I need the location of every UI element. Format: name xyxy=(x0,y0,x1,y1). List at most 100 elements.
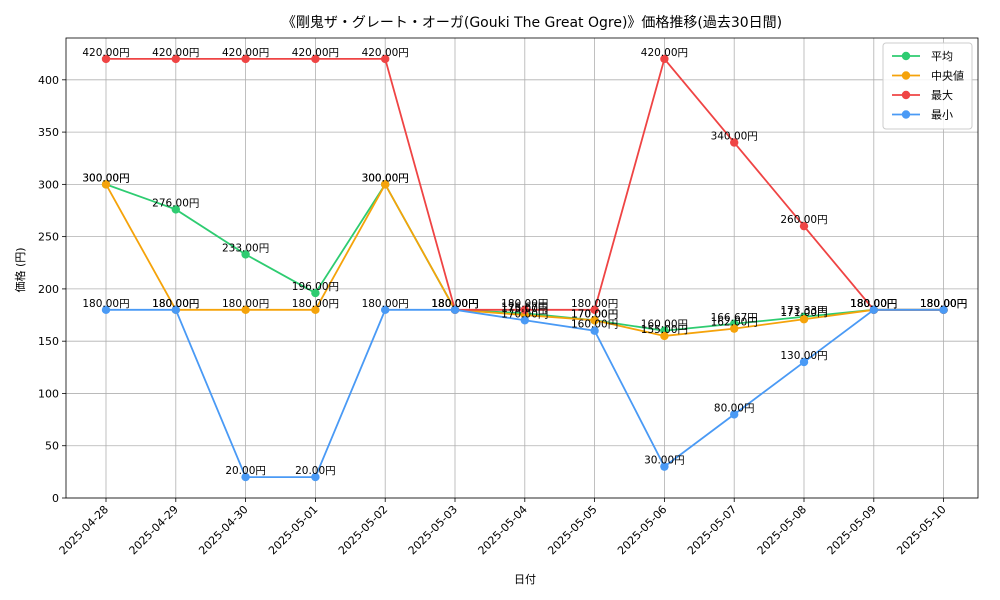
data-point xyxy=(590,326,599,335)
data-label: 180.00円 xyxy=(920,298,967,310)
data-label: 170.00円 xyxy=(571,308,618,320)
data-label: 162.00円 xyxy=(711,317,758,329)
data-label: 30.00円 xyxy=(644,455,685,467)
data-label: 180.00円 xyxy=(431,298,478,310)
data-label: 300.00円 xyxy=(82,172,129,184)
data-label: 420.00円 xyxy=(82,47,129,59)
data-label: 180.00円 xyxy=(222,298,269,310)
y-axis: 0 50 100 150 200 250 300 350 400 xyxy=(38,74,66,505)
y-tick-label: 200 xyxy=(38,283,59,296)
data-label: 130.00円 xyxy=(780,350,827,362)
grid xyxy=(66,38,978,499)
legend-item-2: 最大 xyxy=(892,88,953,102)
data-point xyxy=(799,357,809,367)
data-label: 166.67円 xyxy=(711,312,758,324)
data-label: 180.00円 xyxy=(152,298,199,310)
y-axis-label: 価格 (円) xyxy=(13,247,27,292)
legend-label: 最大 xyxy=(931,88,953,102)
legend-label: 中央値 xyxy=(931,70,964,83)
data-label: 180.00円 xyxy=(920,298,967,310)
data-label: 180.00円 xyxy=(850,298,897,310)
y-tick-label: 0 xyxy=(52,492,59,505)
legend-marker xyxy=(901,51,911,61)
y-tick-label: 350 xyxy=(38,126,59,139)
data-label: 420.00円 xyxy=(152,47,199,59)
data-label: 180.00円 xyxy=(362,298,409,310)
data-point xyxy=(660,54,669,64)
data-point xyxy=(241,472,250,482)
legend-label: 最小 xyxy=(931,109,953,122)
data-labels-2: 420.00円 420.00円 420.00円 420.00円 420.00円 180.0… xyxy=(82,47,967,310)
data-labels-3: 180.00円 180.00円 20.00円 20.00円 180.00円 180.00円… xyxy=(82,298,967,477)
data-point xyxy=(730,410,739,419)
x-tick-label: 2025-05-02 xyxy=(336,503,390,557)
x-tick-label: 2025-05-06 xyxy=(615,503,669,557)
data-label: 180.00円 xyxy=(501,298,548,310)
data-label: 180.00円 xyxy=(920,298,967,310)
legend-item-3: 最小 xyxy=(892,109,953,122)
legend-marker xyxy=(901,71,911,80)
x-tick-label: 2025-05-03 xyxy=(406,503,460,557)
data-label: 180.00円 xyxy=(152,298,199,310)
data-label: 176.67円 xyxy=(501,301,548,313)
data-label: 300.00円 xyxy=(82,172,129,184)
data-label: 180.00円 xyxy=(850,298,897,310)
data-label: 180.00円 xyxy=(850,298,897,310)
data-labels-0: 300.00円 276.00円 233.00円 196.00円 300.00円 180.0… xyxy=(82,172,967,330)
data-label: 340.00円 xyxy=(711,131,758,143)
data-point xyxy=(171,54,180,64)
x-tick-label: 2025-05-01 xyxy=(266,503,320,557)
data-point xyxy=(311,305,320,315)
data-label: 173.33円 xyxy=(780,305,827,317)
x-tick-label: 2025-05-04 xyxy=(476,503,530,557)
data-label: 420.00円 xyxy=(362,47,409,59)
data-label: 175.00円 xyxy=(501,303,548,315)
data-point xyxy=(381,54,390,64)
y-tick-label: 50 xyxy=(45,440,59,453)
x-axis-label: 日付 xyxy=(514,573,536,586)
data-point xyxy=(311,472,320,482)
data-point xyxy=(730,324,739,333)
data-point xyxy=(939,305,948,315)
legend-marker xyxy=(901,90,911,100)
data-point xyxy=(241,54,250,64)
y-tick-label: 250 xyxy=(38,231,59,244)
series-3 xyxy=(101,305,948,482)
data-point xyxy=(660,331,669,341)
data-label: 160.00円 xyxy=(571,319,618,331)
legend-marker xyxy=(901,110,911,119)
series-group: 300.00円 276.00円 233.00円 196.00円 300.00円 180.0… xyxy=(82,47,967,482)
x-tick-label: 2025-05-08 xyxy=(755,503,809,557)
x-tick-label: 2025-04-28 xyxy=(57,503,111,557)
data-label: 20.00円 xyxy=(295,465,336,477)
data-point xyxy=(869,305,878,315)
data-label: 180.00円 xyxy=(850,298,897,310)
data-point xyxy=(730,138,739,147)
data-label: 180.00円 xyxy=(431,298,478,310)
data-point xyxy=(590,305,599,315)
data-point xyxy=(311,288,320,298)
y-tick-label: 400 xyxy=(38,74,59,87)
data-label: 155.00円 xyxy=(641,324,688,336)
data-point xyxy=(241,305,250,315)
data-label: 170.00円 xyxy=(571,308,618,320)
x-tick-label: 2025-05-07 xyxy=(685,503,739,557)
x-tick-label: 2025-04-30 xyxy=(196,503,250,557)
legend-item-1: 中央値 xyxy=(892,70,964,83)
data-point xyxy=(450,305,460,315)
data-label: 420.00円 xyxy=(222,47,269,59)
data-label: 260.00円 xyxy=(780,214,827,226)
data-point xyxy=(241,250,250,259)
x-tick-label: 2025-05-09 xyxy=(825,503,879,557)
data-label: 180.00円 xyxy=(571,298,618,310)
data-label: 180.00円 xyxy=(292,298,339,310)
x-tick-label: 2025-04-29 xyxy=(127,503,181,557)
y-tick-label: 150 xyxy=(38,335,59,348)
plot-area xyxy=(65,37,979,499)
data-point xyxy=(171,305,180,315)
data-point xyxy=(799,221,809,231)
chart-title: 《剛鬼ザ・グレート・オーガ(Gouki The Great Ogre)》価格推移… xyxy=(282,15,782,31)
